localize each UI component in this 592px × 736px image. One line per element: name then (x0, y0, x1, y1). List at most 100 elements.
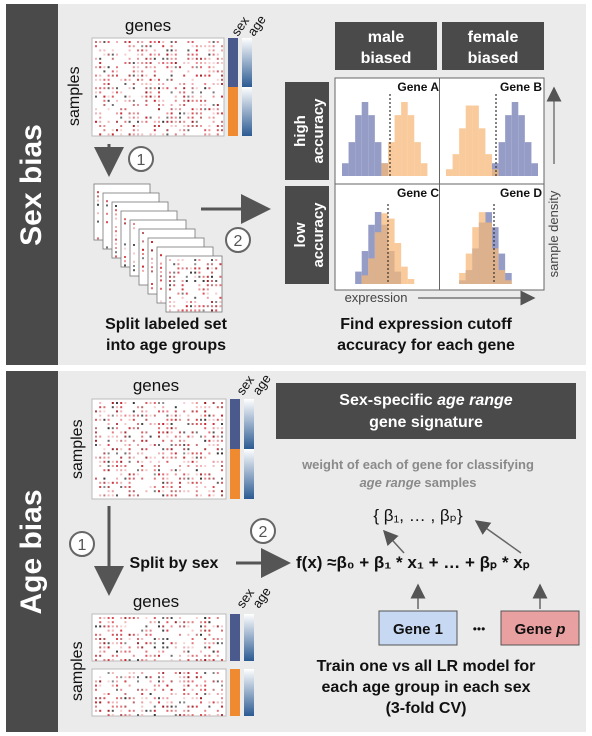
matrix-dot (107, 659, 110, 661)
matrix-dot (160, 271, 162, 273)
matrix-dot (179, 66, 181, 69)
matrix-dot (212, 62, 215, 64)
matrix-dot (162, 473, 165, 476)
matrix-dot (174, 693, 177, 695)
matrix-dot (173, 280, 176, 282)
matrix-dot (187, 490, 190, 493)
matrix-dot (198, 284, 201, 287)
matrix-dot (221, 435, 223, 438)
matrix-dot (149, 116, 152, 119)
matrix-dot (137, 646, 139, 649)
matrix-dot (158, 452, 160, 455)
matrix-dot (145, 659, 148, 661)
matrix-dot (128, 448, 131, 451)
matrix-dot (166, 49, 169, 52)
matrix-dot (124, 120, 127, 123)
matrix-dot (181, 259, 184, 261)
matrix-dot (174, 49, 177, 52)
matrix-dot (202, 280, 205, 282)
hist-bar-female (478, 212, 486, 284)
matrix-dot (174, 120, 177, 123)
matrix-dot (107, 95, 110, 98)
matrix-dot (215, 309, 218, 312)
matrix-dot (158, 473, 160, 476)
matrix-dot (200, 714, 202, 716)
matrix-dot (120, 705, 123, 708)
matrix-dot (194, 275, 197, 278)
matrix-dot (181, 292, 184, 295)
matrix-dot (153, 714, 156, 716)
matrix-dot (111, 617, 114, 619)
matrix-dot (111, 431, 114, 434)
matrix-dot (128, 116, 131, 119)
matrix-dot (124, 693, 127, 695)
matrix-dot (212, 427, 215, 430)
matrix-dot (107, 494, 110, 497)
matrix-dot (195, 418, 198, 421)
matrix-dot (153, 646, 156, 649)
matrix-dot (170, 53, 173, 56)
matrix-dot (212, 625, 215, 628)
matrix-dot (191, 456, 194, 459)
matrix-dot (132, 402, 135, 404)
matrix-dot (141, 693, 144, 695)
matrix-dot (142, 265, 144, 268)
matrix-dot (187, 414, 190, 417)
matrix-dot (195, 684, 198, 687)
matrix-dot (170, 490, 173, 493)
matrix-dot (99, 638, 102, 640)
matrix-dot (211, 301, 213, 303)
matrix-dot (137, 70, 139, 73)
matrix-dot (187, 646, 190, 649)
matrix-dot (195, 57, 198, 60)
matrix-dot (149, 444, 152, 446)
matrix-dot (195, 108, 198, 111)
matrix-dot (141, 629, 144, 632)
matrix-dot (128, 697, 131, 700)
matrix-dot (212, 120, 215, 123)
matrix-dot (208, 418, 211, 421)
matrix-dot (133, 260, 135, 263)
matrix-dot (111, 705, 114, 708)
train-caption-line1: Train one vs all LR model for (317, 658, 536, 675)
matrix-dot (187, 53, 190, 56)
matrix-dot (191, 125, 194, 127)
matrix-dot (169, 271, 171, 274)
matrix-dot (170, 617, 173, 619)
matrix-dot (211, 259, 213, 261)
matrix-dot (107, 621, 110, 624)
matrix-dot (103, 78, 106, 81)
matrix-dot (107, 481, 110, 484)
matrix-dot (191, 654, 194, 657)
matrix-dot (137, 680, 139, 683)
male-matrix (91, 613, 227, 662)
matrix-dot (211, 263, 213, 266)
matrix-dot (116, 99, 118, 102)
matrix-dot (212, 444, 215, 446)
matrix-dot (174, 709, 177, 712)
matrix-dot (116, 414, 118, 417)
matrix-dot (95, 66, 97, 69)
matrix-dot (200, 91, 202, 94)
cutoff-caption-line1: Find expression cutoff (340, 316, 512, 333)
matrix-dot (170, 469, 173, 472)
matrix-dot (190, 309, 192, 312)
matrix-dot (187, 477, 190, 480)
matrix-dot (191, 45, 194, 48)
matrix-dot (95, 120, 97, 123)
matrix-dot (170, 642, 173, 645)
matrix-dot (141, 469, 144, 472)
matrix-dot (132, 654, 135, 657)
matrix-dot (174, 473, 177, 476)
matrix-dot (95, 435, 97, 438)
matrix-dot (95, 680, 97, 683)
matrix-dot (187, 460, 190, 463)
matrix-dot (191, 120, 194, 123)
hist-bar-male (518, 115, 525, 176)
signature-title-line1: Sex-specific age range (339, 392, 513, 409)
matrix-dot (120, 129, 123, 132)
matrix-dot (187, 57, 190, 60)
matrix-dot (107, 87, 110, 90)
matrix-dot (215, 284, 218, 287)
matrix-dot (145, 676, 148, 679)
